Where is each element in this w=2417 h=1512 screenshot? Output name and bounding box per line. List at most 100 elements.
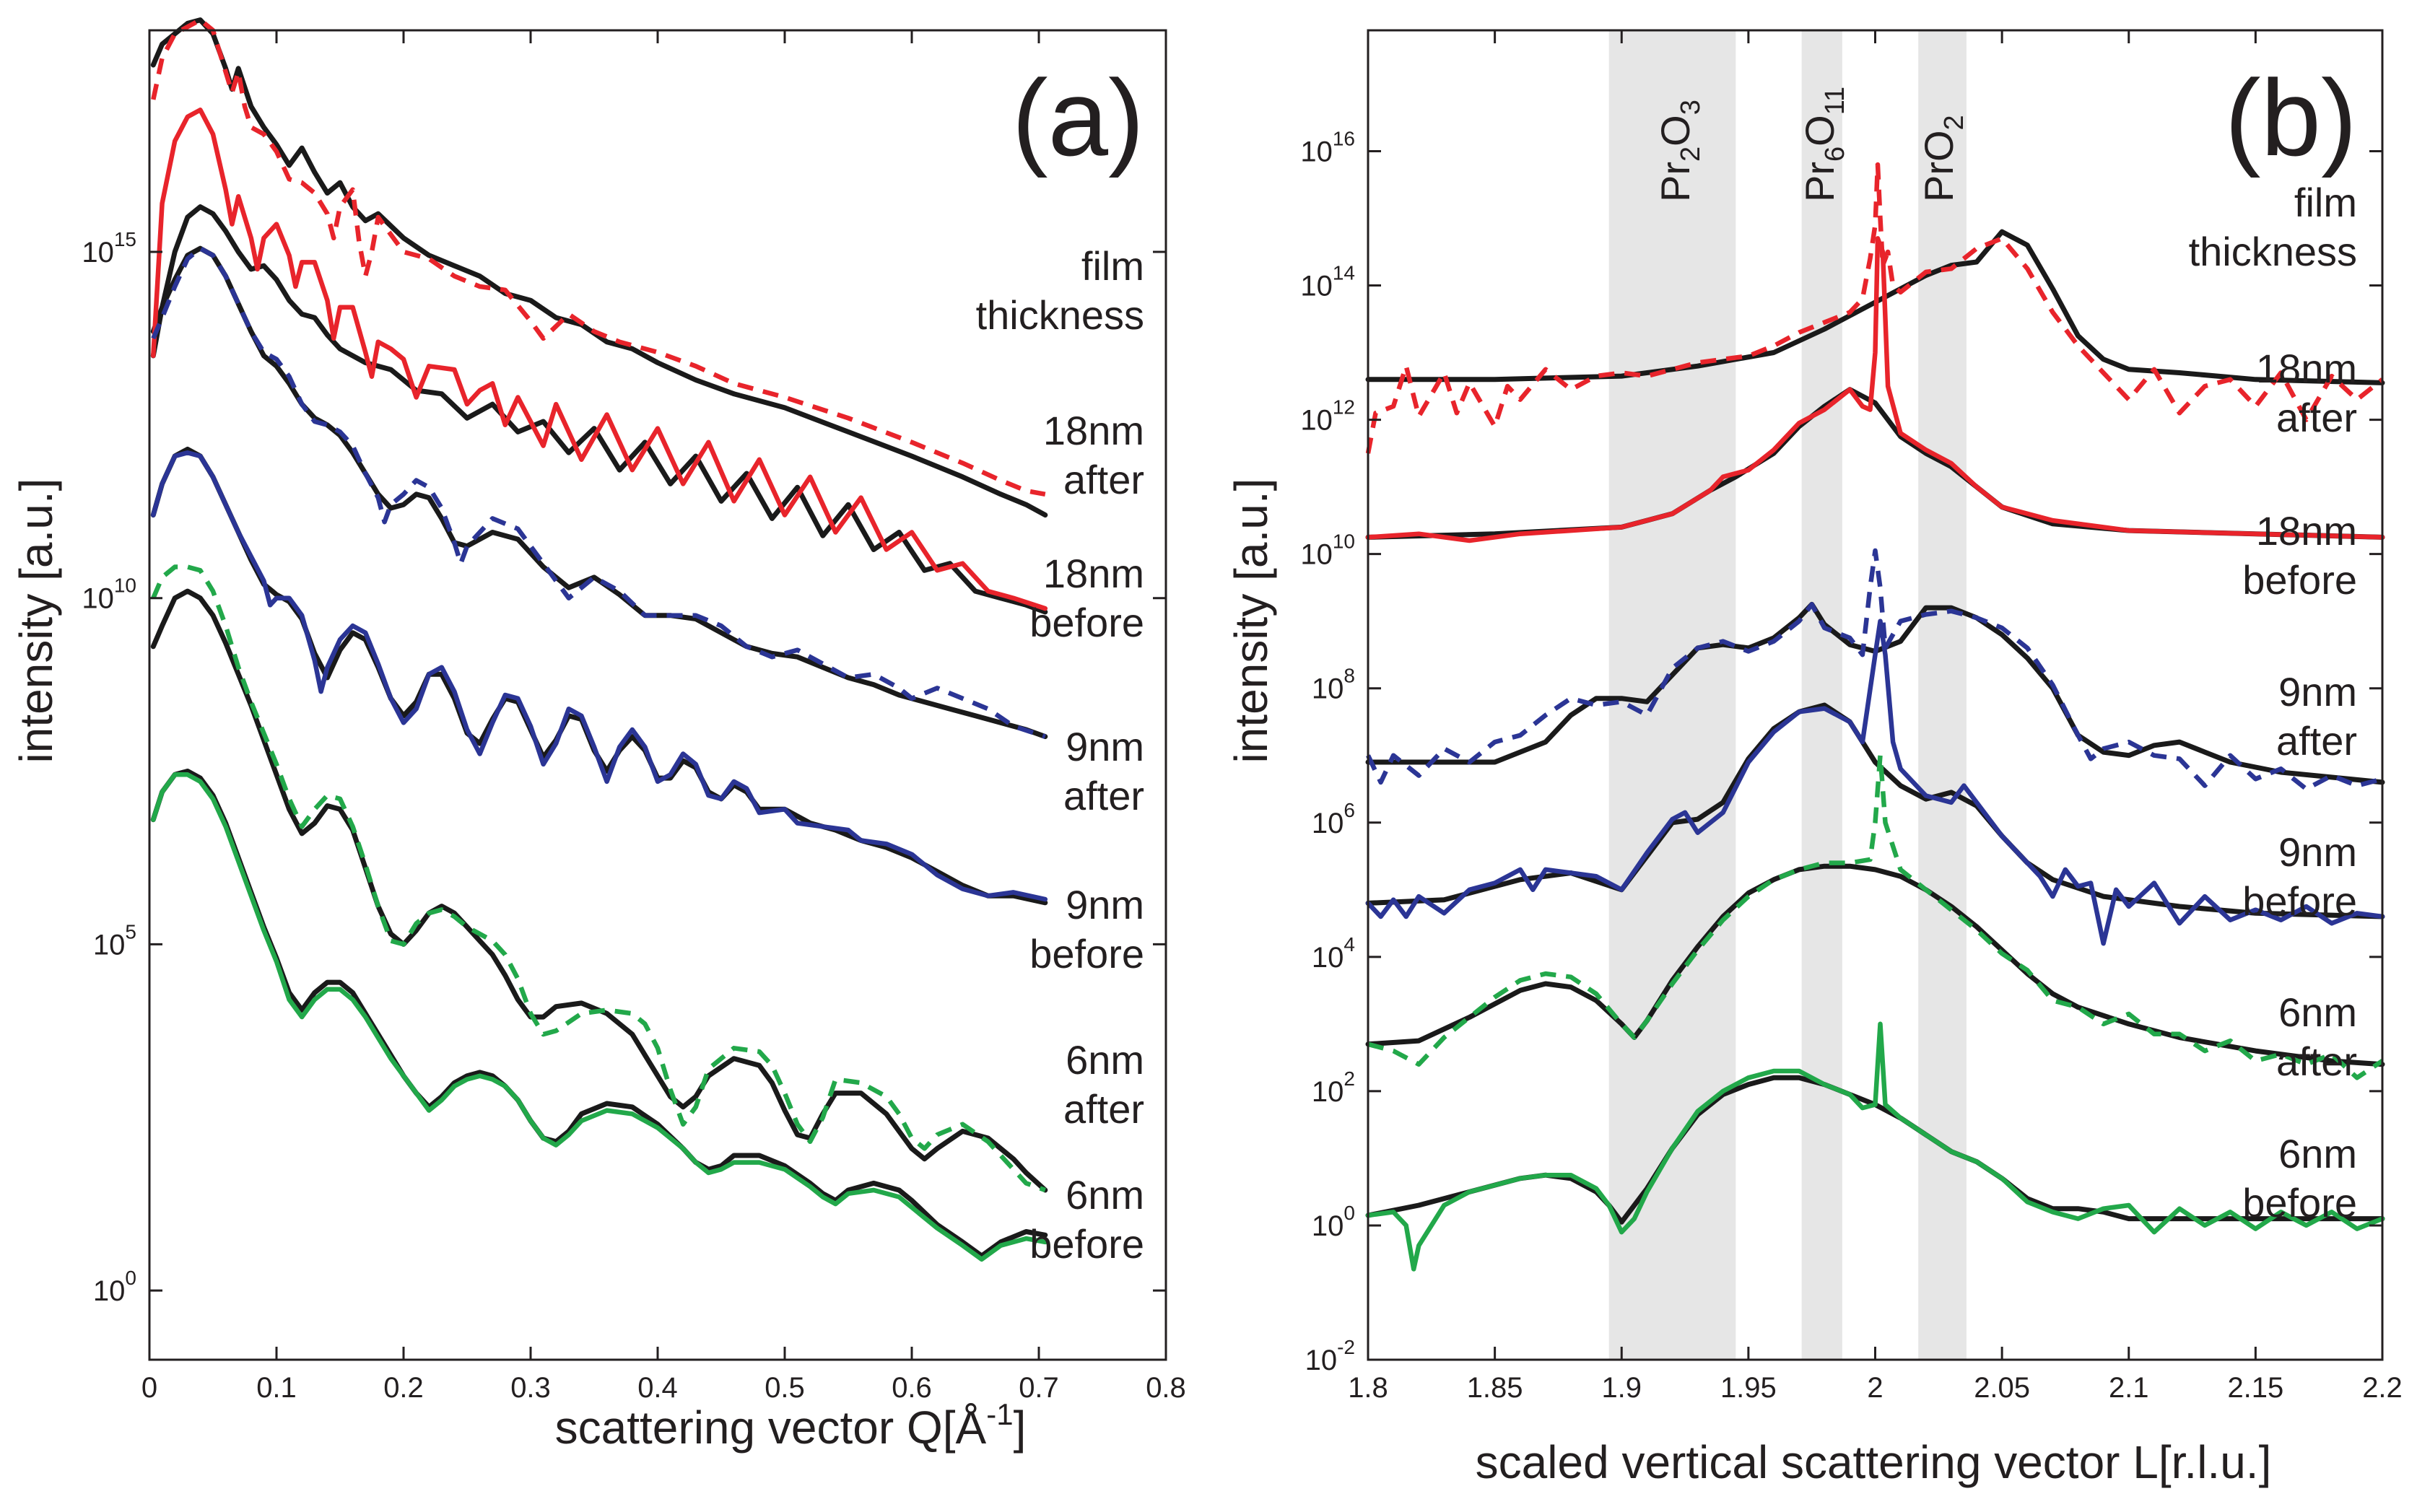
panel-b-label-18nm-after-2: after bbox=[2276, 395, 2357, 440]
panel-a-legend-film: film bbox=[1081, 243, 1144, 289]
panel-b-label-9nm-after: 9nm bbox=[2278, 669, 2357, 715]
panel-a-label-6nm-after-2: after bbox=[1063, 1086, 1144, 1132]
panel-b-label: (b) bbox=[2225, 57, 2357, 178]
panel-b: 1.8 1.85 1.9 1.95 2 2.05 2.1 2.15 2.2 10-2 100 102… bbox=[1225, 29, 2403, 1488]
x-tick-label: 0.2 bbox=[383, 1372, 424, 1404]
band-pro2 bbox=[1918, 30, 1967, 1360]
panel-a-x-ticks: 0 0.1 0.2 0.3 0.4 0.5 0.6 0.7 0.8 bbox=[141, 30, 1186, 1404]
panel-b-label-18nm-before: 18nm bbox=[2256, 508, 2357, 554]
panel-a-label-9nm-before: 9nm bbox=[1066, 882, 1144, 927]
y-tick-label: 10-2 bbox=[1305, 1336, 1355, 1376]
series-9nm-before-data bbox=[1365, 619, 2385, 946]
series-6nm-before-data bbox=[1365, 1021, 2385, 1272]
panel-b-legend-thickness: thickness bbox=[2189, 229, 2357, 274]
panel-b-label-6nm-after-2: after bbox=[2276, 1039, 2357, 1084]
band-label-pr6o11: Pr6O11 bbox=[1797, 87, 1850, 202]
x-tick-label: 1.95 bbox=[1720, 1372, 1777, 1404]
panel-b-label-18nm-before-2: before bbox=[2242, 557, 2357, 603]
band-pr2o3 bbox=[1608, 30, 1736, 1360]
panel-a-curve-labels: film thickness 18nm after 18nm before 9n… bbox=[976, 243, 1144, 1267]
band-pr6o11 bbox=[1801, 30, 1842, 1360]
x-tick-label: 2.1 bbox=[2109, 1372, 2149, 1404]
panel-b-label-9nm-before-2: before bbox=[2242, 878, 2357, 924]
y-tick-label: 1010 bbox=[82, 574, 136, 615]
series-9nm-after-data bbox=[1366, 548, 2383, 792]
y-tick-label: 1015 bbox=[82, 228, 136, 268]
x-tick-label: 0.1 bbox=[256, 1372, 297, 1404]
panel-b-label-9nm-after-2: after bbox=[2276, 718, 2357, 764]
y-tick-label: 108 bbox=[1312, 665, 1355, 705]
panel-b-x-ticks: 1.8 1.85 1.9 1.95 2 2.05 2.1 2.15 2.2 bbox=[1348, 30, 2403, 1404]
x-tick-label: 0.5 bbox=[765, 1372, 805, 1404]
x-tick-label: 0.3 bbox=[510, 1372, 551, 1404]
y-tick-label: 104 bbox=[1312, 933, 1355, 974]
panel-a-label-9nm-before-2: before bbox=[1029, 931, 1144, 976]
x-tick-label: 0.6 bbox=[892, 1372, 932, 1404]
panel-a-curves bbox=[150, 17, 1048, 1262]
series-18nm-after-data bbox=[1365, 162, 2385, 454]
panel-a-legend-thickness: thickness bbox=[976, 292, 1144, 338]
x-tick-label: 2.05 bbox=[1974, 1372, 2030, 1404]
x-tick-label: 0.4 bbox=[637, 1372, 678, 1404]
series-18nm-before-data bbox=[1365, 236, 2385, 543]
y-tick-label: 102 bbox=[1312, 1067, 1355, 1108]
panel-b-phase-bands bbox=[1608, 30, 1967, 1360]
panel-b-label-6nm-after: 6nm bbox=[2278, 989, 2357, 1035]
panel-a-label-6nm-before: 6nm bbox=[1066, 1172, 1144, 1218]
panel-a-x-axis-label: scattering vector Q[Å-1] bbox=[555, 1397, 1027, 1454]
panel-b-label-6nm-before: 6nm bbox=[2278, 1131, 2357, 1176]
y-tick-label: 1014 bbox=[1300, 262, 1355, 302]
series-6nm-after-data bbox=[1367, 753, 2384, 1080]
x-tick-label: 1.85 bbox=[1467, 1372, 1523, 1404]
series-18nm-before-data bbox=[151, 108, 1048, 611]
x-tick-label: 1.9 bbox=[1601, 1372, 1642, 1404]
series-6nm-before-fit bbox=[1365, 1075, 2385, 1225]
panel-b-curves bbox=[1365, 162, 2385, 1272]
series-18nm-after-data bbox=[151, 17, 1046, 497]
y-tick-label: 105 bbox=[93, 920, 136, 961]
band-label-pro2: PrO2 bbox=[1916, 115, 1969, 202]
panel-b-label-18nm-after: 18nm bbox=[2256, 346, 2357, 391]
series-6nm-before-data bbox=[151, 772, 1048, 1262]
panel-a-label-18nm-after-2: after bbox=[1063, 457, 1144, 502]
x-tick-label: 2 bbox=[1867, 1372, 1883, 1404]
band-label-pr2o3: Pr2O3 bbox=[1652, 100, 1706, 202]
x-tick-label: 0 bbox=[141, 1372, 157, 1404]
panel-b-y-ticks: 10-2 100 102 104 106 108 1010 1012 1014 1016 bbox=[1300, 127, 2382, 1376]
panel-a-label-6nm-after: 6nm bbox=[1066, 1037, 1144, 1083]
x-tick-label: 0.7 bbox=[1019, 1372, 1059, 1404]
series-9nm-before-data bbox=[151, 450, 1048, 902]
y-tick-label: 100 bbox=[93, 1267, 136, 1307]
x-tick-label: 1.8 bbox=[1348, 1372, 1388, 1404]
x-tick-label: 2.2 bbox=[2362, 1372, 2403, 1404]
y-tick-label: 100 bbox=[1312, 1202, 1355, 1242]
panel-a-label-18nm-before-2: before bbox=[1029, 600, 1144, 645]
y-tick-label: 1012 bbox=[1300, 396, 1355, 437]
series-6nm-after-data bbox=[151, 564, 1046, 1193]
panel-b-curve-labels: film thickness 18nm after 18nm before 9n… bbox=[2189, 180, 2357, 1225]
series-9nm-after-data bbox=[151, 245, 1046, 739]
x-tick-label: 0.8 bbox=[1146, 1372, 1186, 1404]
panel-a: 0 0.1 0.2 0.3 0.4 0.5 0.6 0.7 0.8 100 105 1010 1015… bbox=[10, 17, 1186, 1454]
panel-a-y-axis-label: intensity [a.u.] bbox=[10, 478, 62, 764]
panel-b-legend-film: film bbox=[2294, 180, 2357, 225]
panel-a-y-ticks: 100 105 1010 1015 bbox=[82, 228, 1166, 1307]
panel-a-label-6nm-before-2: before bbox=[1029, 1221, 1144, 1267]
panel-b-x-axis-label: scaled vertical scattering vector L[r.l.… bbox=[1476, 1436, 2272, 1488]
panel-b-band-labels: Pr2O3 Pr6O11 PrO2 bbox=[1652, 87, 1969, 202]
y-tick-label: 1016 bbox=[1300, 127, 1355, 167]
panel-a-label-9nm-after: 9nm bbox=[1066, 724, 1144, 769]
panel-b-label-9nm-before: 9nm bbox=[2278, 829, 2357, 875]
panel-b-label-6nm-before-2: before bbox=[2242, 1180, 2357, 1225]
y-tick-label: 1010 bbox=[1300, 530, 1355, 571]
series-18nm-after-fit bbox=[1365, 229, 2385, 385]
panel-a-label-18nm-before: 18nm bbox=[1043, 551, 1144, 596]
panel-a-label-9nm-after-2: after bbox=[1063, 773, 1144, 818]
panel-b-y-axis-label: intensity [a.u.] bbox=[1225, 478, 1277, 764]
panel-a-label: (a) bbox=[1012, 57, 1144, 178]
x-tick-label: 2.15 bbox=[2227, 1372, 2283, 1404]
panel-a-label-18nm-after: 18nm bbox=[1043, 408, 1144, 453]
y-tick-label: 106 bbox=[1312, 799, 1355, 839]
